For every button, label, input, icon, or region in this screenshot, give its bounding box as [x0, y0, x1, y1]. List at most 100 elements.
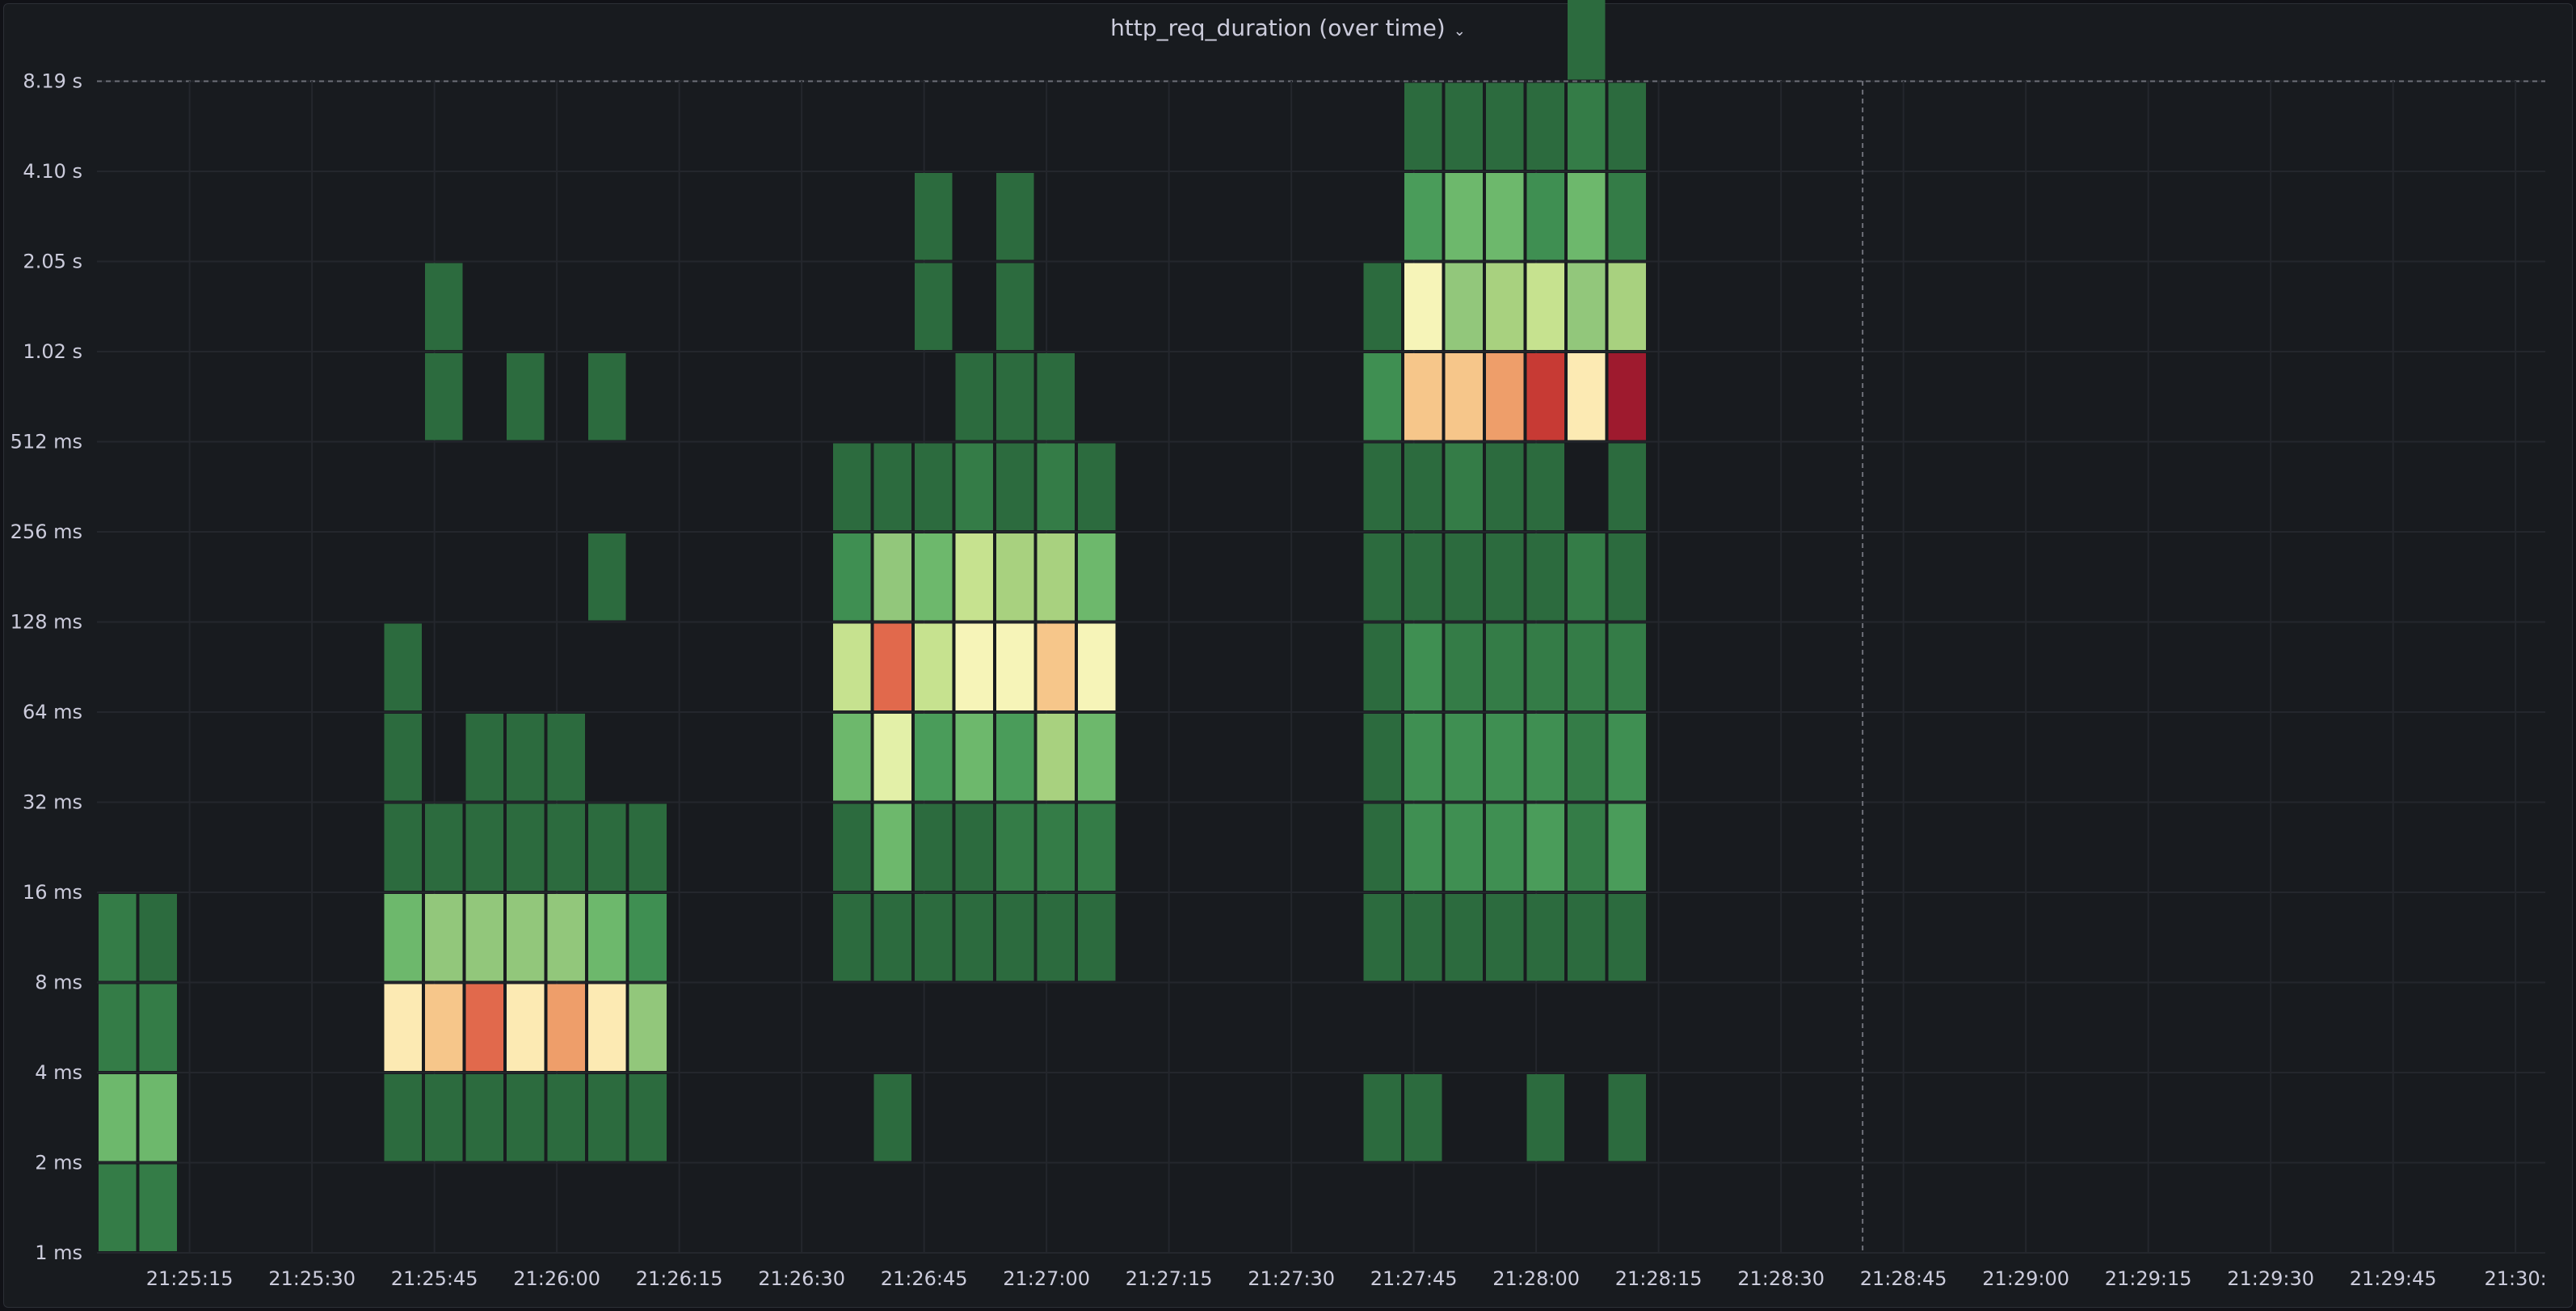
heatmap-cell [1404, 533, 1442, 621]
heatmap-cell [1445, 623, 1483, 710]
heatmap-cell [1486, 82, 1524, 170]
heatmap-cell [915, 443, 953, 530]
heatmap-cell [1608, 82, 1646, 170]
chevron-down-icon: ⌄ [1453, 23, 1466, 40]
x-tick-label: 21:26:30 [758, 1267, 845, 1290]
heatmap-cell [547, 894, 585, 981]
heatmap-cell [588, 1074, 626, 1161]
heatmap-cell [1404, 263, 1442, 350]
heatmap-cell [996, 173, 1034, 260]
heatmap-cell [629, 894, 667, 981]
heatmap-cell [833, 894, 871, 981]
y-tick-label: 8.19 s [23, 70, 82, 93]
x-tick-label: 21:28:45 [1860, 1267, 1947, 1290]
heatmap-cell [547, 803, 585, 891]
heatmap-cell [425, 353, 463, 441]
y-tick-label: 4 ms [35, 1061, 82, 1084]
heatmap-cell [1486, 443, 1524, 530]
heatmap-cell [1526, 803, 1564, 891]
heatmap-cell [629, 1074, 667, 1161]
heatmap-cell [1363, 1074, 1401, 1161]
heatmap-cell [1445, 894, 1483, 981]
heatmap-cell [1445, 263, 1483, 350]
heatmap-cell [1363, 714, 1401, 801]
heatmap-cell [996, 894, 1034, 981]
x-tick-label: 21:28:15 [1615, 1267, 1703, 1290]
heatmap-cell [465, 984, 503, 1071]
heatmap-cell [547, 984, 585, 1071]
heatmap-cell [1486, 173, 1524, 260]
heatmap-cell [139, 1074, 177, 1161]
heatmap-cell [833, 714, 871, 801]
heatmap-cell [1037, 443, 1075, 530]
heatmap-cell [955, 894, 993, 981]
heatmap-cell [1445, 714, 1483, 801]
heatmap-cell [996, 803, 1034, 891]
heatmap-cell [1404, 803, 1442, 891]
y-tick-label: 1 ms [35, 1241, 82, 1264]
heatmap-cell [833, 533, 871, 621]
y-tick-label: 256 ms [11, 521, 82, 543]
heatmap-cell [384, 1074, 422, 1161]
x-tick-label: 21:26:00 [513, 1267, 600, 1290]
heatmap-cell [996, 443, 1034, 530]
heatmap-cell [425, 1074, 463, 1161]
heatmap-cell [1445, 353, 1483, 441]
heatmap-cell [1608, 714, 1646, 801]
x-tick-label: 21:29:15 [2105, 1267, 2192, 1290]
heatmap-cell [955, 353, 993, 441]
heatmap-cell [1404, 623, 1442, 710]
x-tick-label: 21:27:45 [1370, 1267, 1458, 1290]
heatmap-cell [465, 894, 503, 981]
heatmap-cell [955, 714, 993, 801]
heatmap-cell [1486, 263, 1524, 350]
heatmap-cell [588, 533, 626, 621]
heatmap-cell [1568, 803, 1606, 891]
y-tick-label: 32 ms [23, 791, 82, 814]
heatmap-cell [915, 623, 953, 710]
heatmap-cell [1037, 894, 1075, 981]
heatmap-cell [1404, 443, 1442, 530]
heatmap-cell [465, 714, 503, 801]
heatmap-cell [1486, 714, 1524, 801]
heatmap-cell [1568, 82, 1606, 170]
heatmap-cell [1608, 894, 1646, 981]
heatmap-cell [1486, 533, 1524, 621]
heatmap-cell [507, 353, 545, 441]
heatmap-cell [1486, 803, 1524, 891]
heatmap-cell [547, 714, 585, 801]
heatmap-cell [1037, 623, 1075, 710]
heatmap-cell [1486, 623, 1524, 710]
heatmap-cell [384, 623, 422, 710]
heatmap-cell [833, 803, 871, 891]
heatmap-cell [1568, 533, 1606, 621]
x-tick-label: 21:25:30 [268, 1267, 356, 1290]
heatmap-cell [425, 984, 463, 1071]
y-tick-label: 16 ms [23, 881, 82, 904]
heatmap-cell [507, 714, 545, 801]
heatmap-cell [1568, 263, 1606, 350]
heatmap-cell [1526, 263, 1564, 350]
heatmap-cell [1568, 714, 1606, 801]
heatmap-cell [507, 984, 545, 1071]
heatmap-cell [915, 894, 953, 981]
heatmap-cell [1526, 623, 1564, 710]
heatmap-cell [1404, 1074, 1442, 1161]
heatmap-cell [915, 533, 953, 621]
heatmap-cell [99, 984, 137, 1071]
heatmap-cell [1078, 714, 1116, 801]
heatmap-cell [1404, 173, 1442, 260]
heatmap-cell [1404, 894, 1442, 981]
heatmap-cell [1608, 353, 1646, 441]
heatmap-cell [1608, 533, 1646, 621]
panel-title-menu[interactable]: http_req_duration (over time) ⌄ [0, 15, 2576, 41]
heatmap-cell [915, 803, 953, 891]
heatmap-cell [1363, 263, 1401, 350]
heatmap-cell [833, 623, 871, 710]
heatmap-cell [588, 984, 626, 1071]
heatmap-cell [1568, 0, 1606, 80]
x-tick-label: 21:30: [2485, 1267, 2547, 1290]
heatmap-cell [1078, 623, 1116, 710]
heatmap-cell [1568, 173, 1606, 260]
heatmap-cell [99, 894, 137, 981]
